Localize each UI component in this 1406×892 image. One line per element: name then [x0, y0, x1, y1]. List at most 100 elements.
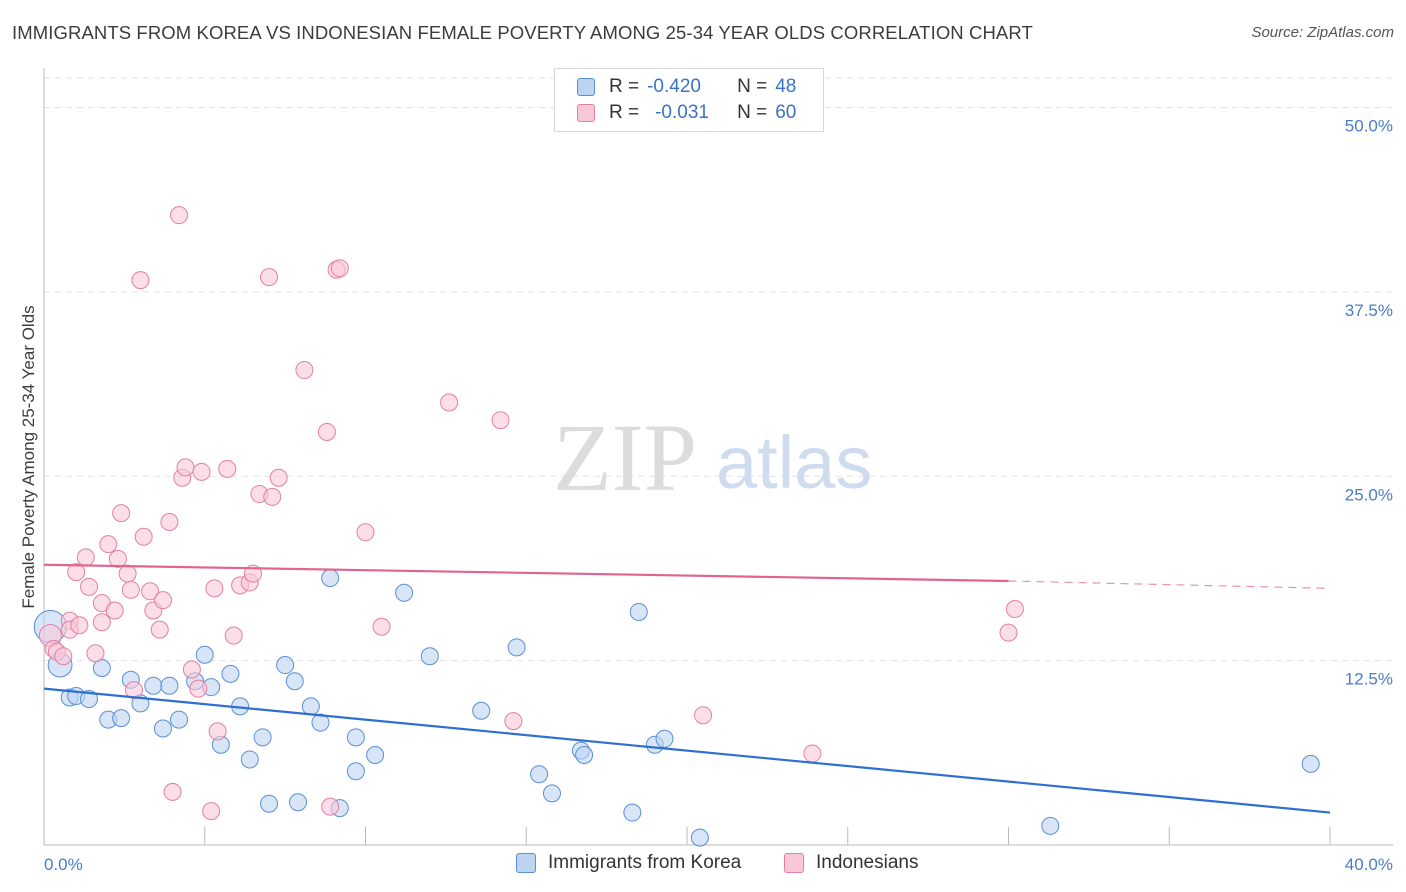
correlation-legend: R = -0.420 N = 48 R = -0.031 N = 60	[554, 68, 824, 132]
point-indonesians	[218, 459, 237, 478]
point-indonesians	[372, 617, 391, 636]
legend-r-value: -0.420	[647, 76, 701, 97]
point-korea	[366, 746, 385, 765]
point-korea	[221, 664, 240, 683]
point-indonesians	[260, 268, 279, 287]
point-korea	[285, 672, 304, 691]
point-korea	[472, 701, 491, 720]
point-indonesians	[504, 712, 523, 731]
point-indonesians	[160, 512, 179, 531]
point-indonesians	[86, 644, 105, 663]
point-indonesians	[108, 549, 127, 568]
point-indonesians	[67, 563, 86, 582]
point-indonesians	[112, 504, 131, 523]
point-korea	[1041, 816, 1060, 835]
legend-n-value: 60	[775, 102, 797, 123]
point-indonesians	[263, 487, 282, 506]
point-indonesians	[131, 271, 150, 290]
point-korea	[1301, 754, 1320, 773]
point-indonesians	[150, 620, 169, 639]
y-tick-label: 25.0%	[1345, 485, 1393, 504]
point-indonesians	[208, 722, 227, 741]
point-korea	[655, 729, 674, 748]
point-indonesians	[54, 647, 73, 666]
point-indonesians	[356, 523, 375, 542]
x-tick-label-max: 40.0%	[1345, 855, 1393, 874]
point-korea	[80, 689, 99, 708]
point-korea	[153, 719, 172, 738]
source-credit: Source: ZipAtlas.com	[1251, 24, 1394, 41]
point-korea	[321, 569, 340, 588]
point-korea	[507, 638, 526, 657]
legend-row-korea: R = -0.420 N = 48	[577, 74, 796, 100]
point-korea	[420, 647, 439, 666]
point-korea	[276, 656, 295, 675]
series-swatch-pink	[784, 853, 804, 873]
point-indonesians	[141, 582, 160, 601]
point-indonesians	[105, 601, 124, 620]
series-swatch-blue	[516, 853, 536, 873]
y-axis-label: Female Poverty Among 25-34 Year Olds	[19, 305, 38, 608]
point-indonesians	[491, 411, 510, 430]
y-tick-label: 50.0%	[1345, 117, 1393, 136]
point-korea	[240, 750, 259, 769]
point-indonesians	[205, 579, 224, 598]
point-indonesians	[224, 626, 243, 645]
point-indonesians	[125, 681, 144, 700]
point-indonesians	[189, 679, 208, 698]
point-korea	[690, 828, 709, 847]
point-indonesians	[330, 259, 349, 278]
series-legend-korea[interactable]: Immigrants from Korea	[516, 852, 741, 874]
watermark: ZIP atlas	[553, 404, 872, 511]
legend-r-value: -0.031	[655, 102, 709, 123]
point-indonesians	[80, 577, 99, 596]
axes: 12.5% 25.0% 37.5% 50.0%	[43, 68, 1393, 846]
point-indonesians	[176, 458, 195, 477]
point-indonesians	[70, 616, 89, 635]
legend-r-label: R =	[609, 76, 640, 97]
point-indonesians	[118, 564, 137, 583]
point-korea	[623, 803, 642, 822]
y-tick-label: 12.5%	[1345, 670, 1393, 689]
point-indonesians	[999, 623, 1018, 642]
point-indonesians	[317, 423, 336, 441]
legend-n-value: 48	[775, 76, 797, 97]
x-tick-label-min: 0.0%	[44, 855, 83, 874]
point-indonesians	[803, 744, 822, 763]
trend-lines	[43, 563, 1331, 814]
point-indonesians	[202, 802, 221, 821]
point-korea	[301, 697, 320, 716]
point-indonesians	[134, 527, 153, 546]
legend-n-label: N =	[737, 76, 768, 97]
series-legend: Immigrants from Korea Indonesians	[0, 850, 1406, 878]
series-legend-label: Immigrants from Korea	[548, 852, 742, 873]
point-korea	[542, 784, 561, 803]
point-korea	[629, 602, 648, 621]
point-indonesians	[269, 468, 288, 487]
point-indonesians	[92, 613, 111, 632]
point-indonesians	[321, 797, 340, 816]
point-korea	[288, 793, 307, 812]
series-legend-label: Indonesians	[816, 852, 919, 873]
point-indonesians	[440, 393, 459, 412]
y-tick-label: 37.5%	[1345, 301, 1393, 320]
point-korea	[346, 762, 365, 781]
point-korea	[253, 728, 272, 747]
point-indonesians	[1005, 600, 1024, 618]
point-indonesians	[694, 706, 713, 725]
watermark-atlas: atlas	[716, 421, 872, 504]
point-indonesians	[182, 660, 201, 679]
point-indonesians	[121, 580, 140, 599]
point-korea	[170, 710, 189, 729]
point-indonesians	[192, 462, 211, 481]
chart-title: IMMIGRANTS FROM KOREA VS INDONESIAN FEMA…	[12, 22, 1033, 43]
legend-r-label: R =	[609, 102, 640, 123]
point-indonesians	[295, 361, 314, 380]
point-korea	[144, 676, 163, 695]
point-indonesians	[99, 535, 118, 554]
legend-n-label: N =	[737, 102, 768, 123]
series-legend-indonesians[interactable]: Indonesians	[784, 852, 918, 874]
trend-line-extension	[1008, 580, 1331, 589]
legend-swatch-blue	[577, 78, 595, 96]
